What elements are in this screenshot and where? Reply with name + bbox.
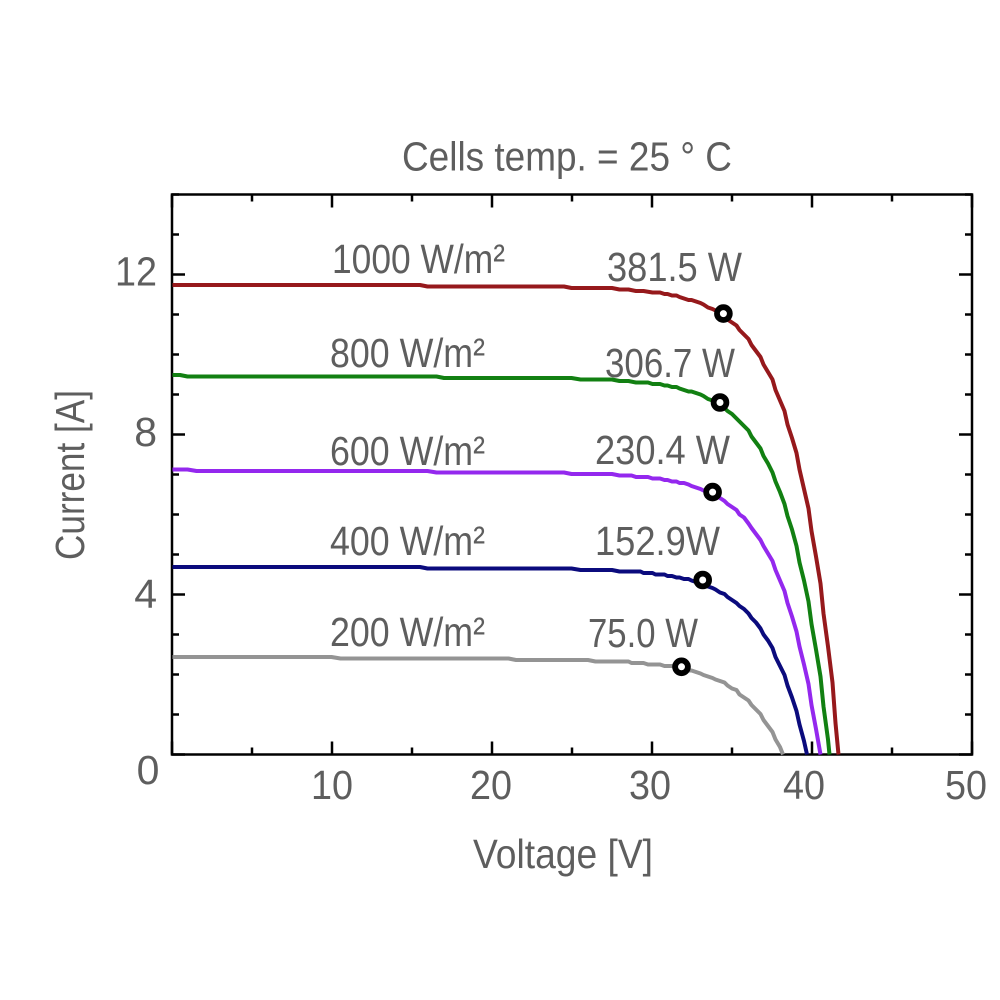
svg-text:0: 0 xyxy=(137,747,160,793)
svg-text:10: 10 xyxy=(311,762,353,808)
svg-text:30: 30 xyxy=(629,762,671,808)
svg-text:400 W/m²: 400 W/m² xyxy=(330,518,485,564)
svg-text:381.5 W: 381.5 W xyxy=(607,244,742,290)
svg-text:Voltage [V]: Voltage [V] xyxy=(473,831,653,877)
svg-text:600 W/m²: 600 W/m² xyxy=(330,428,485,474)
svg-text:12: 12 xyxy=(115,249,157,295)
svg-text:8: 8 xyxy=(134,409,157,455)
svg-text:230.4 W: 230.4 W xyxy=(595,427,730,473)
svg-text:Cells temp. = 25 ° C: Cells temp. = 25 ° C xyxy=(402,134,732,180)
svg-text:75.0 W: 75.0 W xyxy=(588,610,698,656)
svg-text:306.7 W: 306.7 W xyxy=(605,340,735,386)
svg-text:200 W/m²: 200 W/m² xyxy=(330,609,485,655)
svg-text:4: 4 xyxy=(134,571,157,617)
svg-text:40: 40 xyxy=(783,762,825,808)
svg-text:152.9W: 152.9W xyxy=(595,518,720,564)
svg-text:800 W/m²: 800 W/m² xyxy=(330,330,485,376)
svg-text:20: 20 xyxy=(470,762,512,808)
svg-text:1000 W/m²: 1000 W/m² xyxy=(332,236,505,282)
svg-text:Current [A]: Current [A] xyxy=(47,390,93,560)
svg-text:50: 50 xyxy=(945,762,987,808)
